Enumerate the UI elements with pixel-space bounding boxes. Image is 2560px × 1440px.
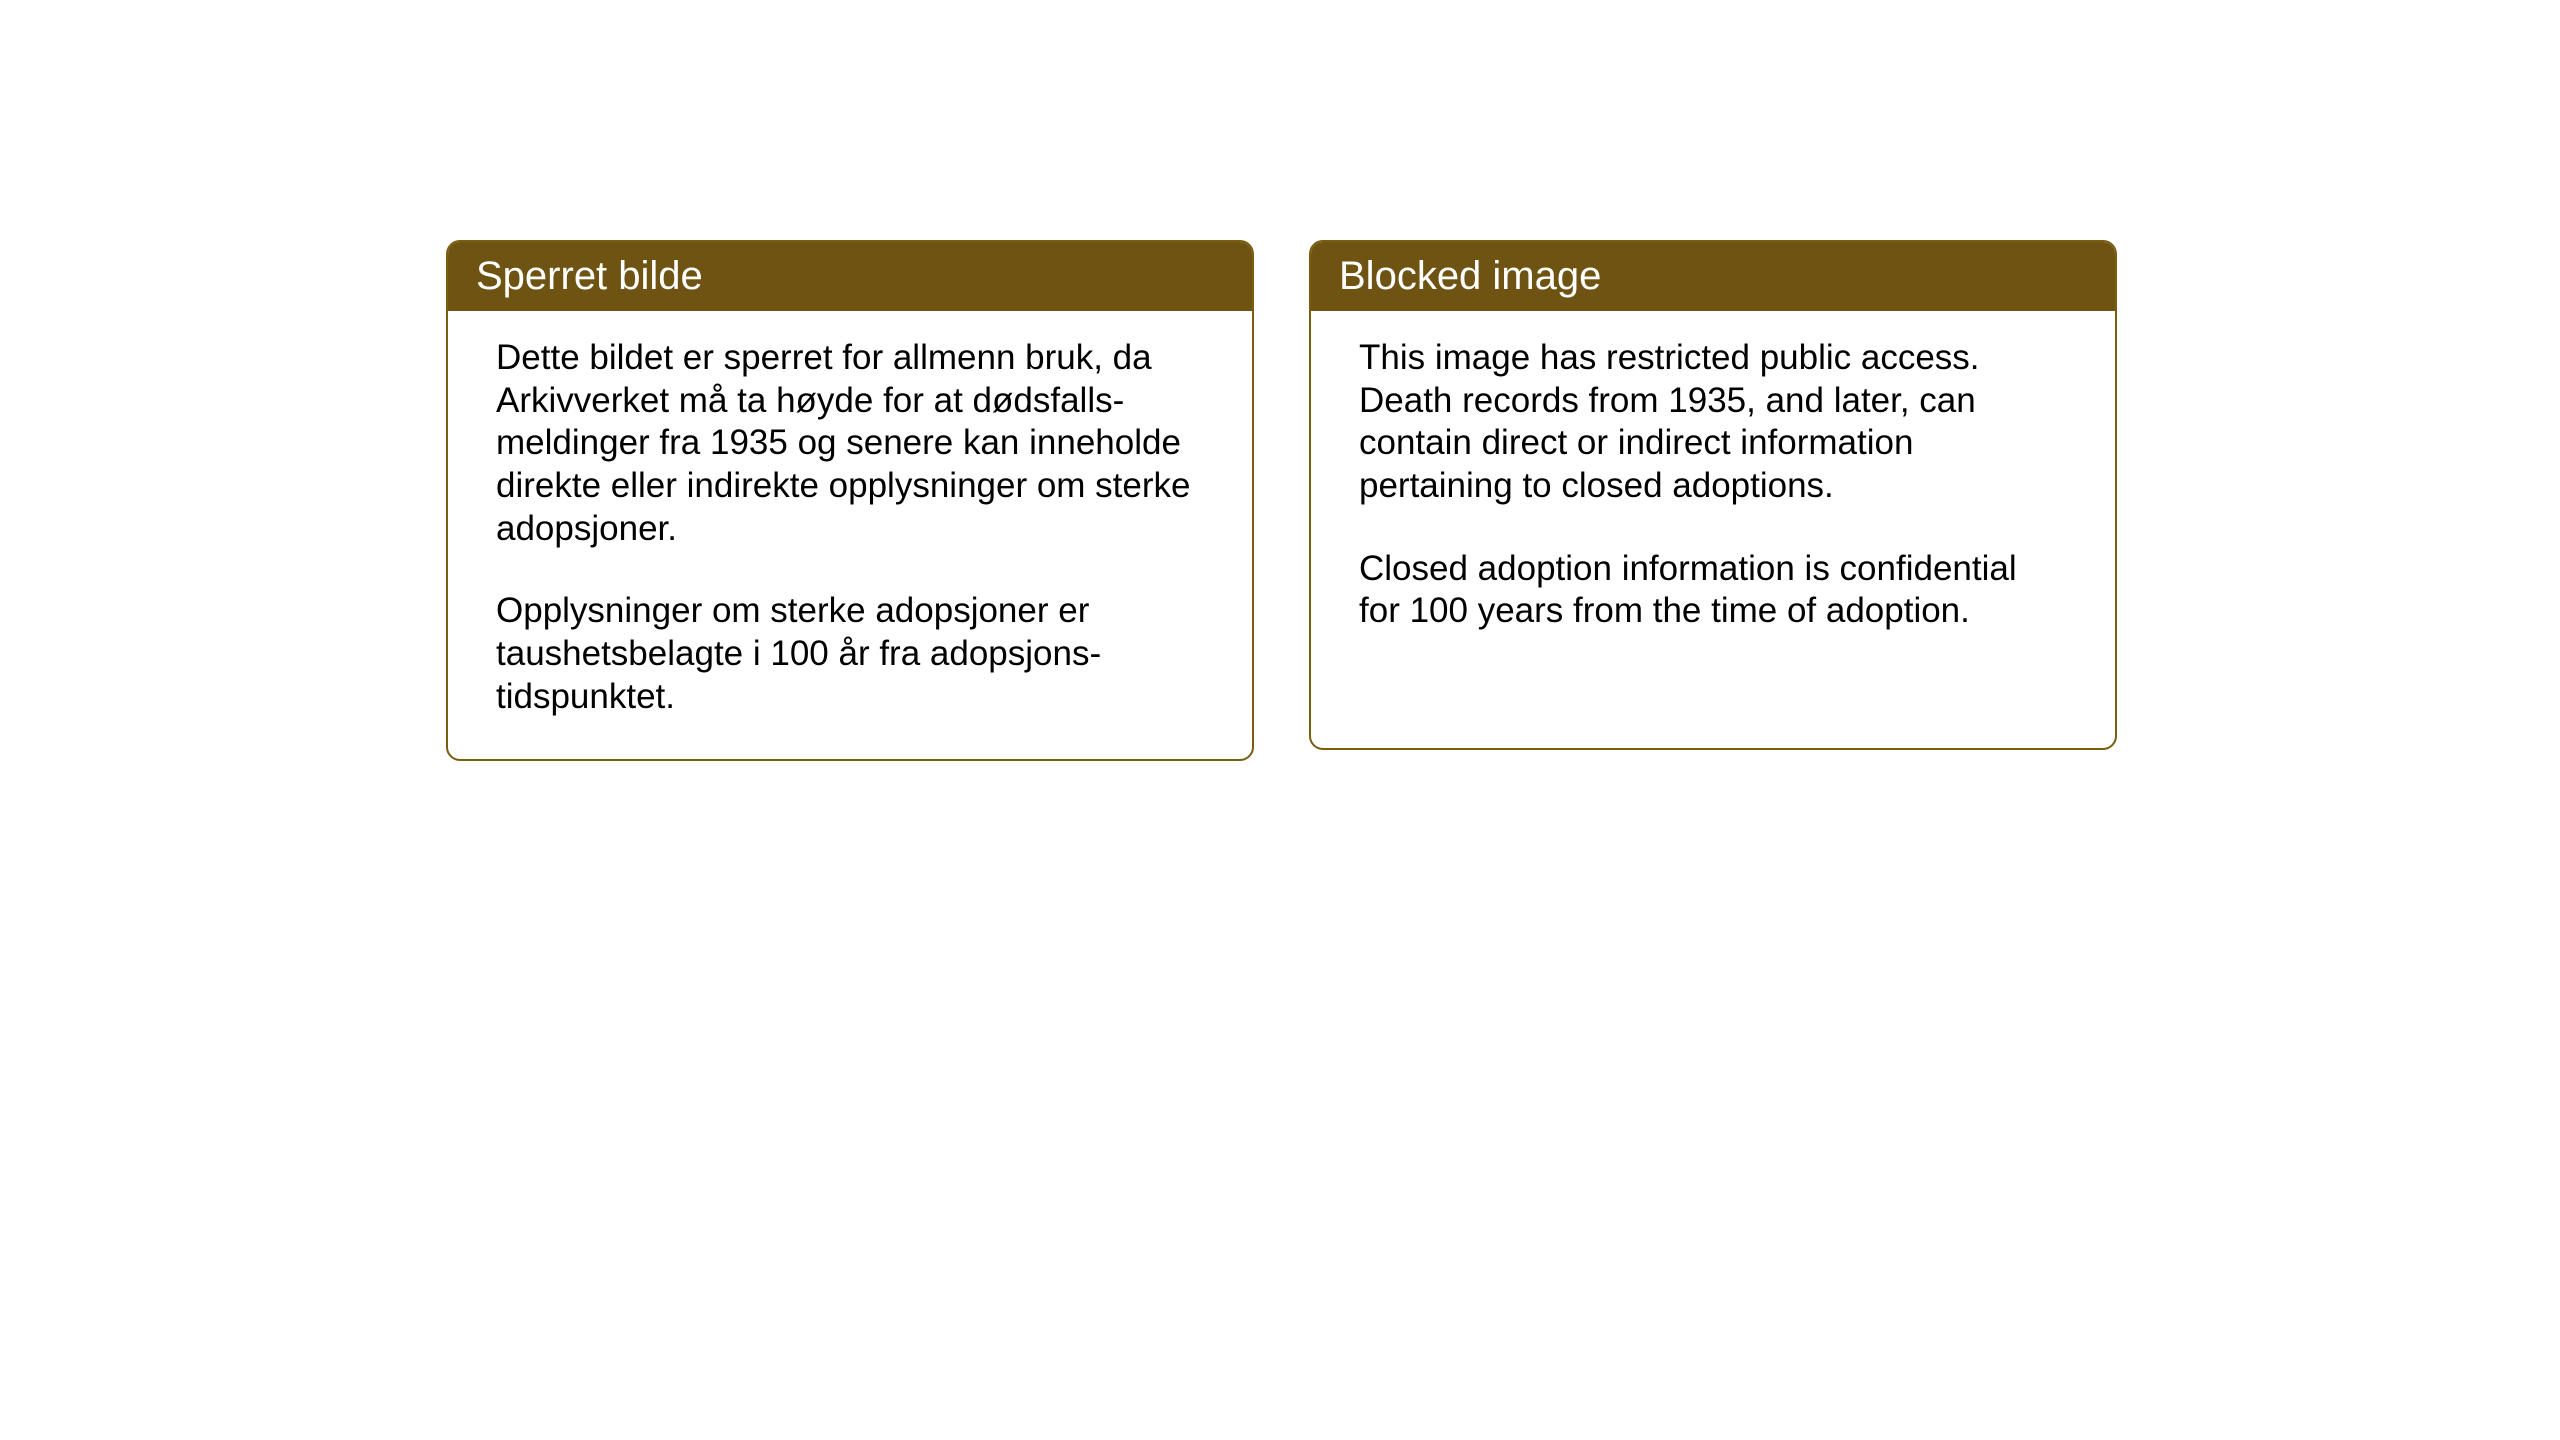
- card-title-norwegian: Sperret bilde: [476, 254, 703, 298]
- card-paragraph-2-norwegian: Opplysninger om sterke adopsjoner er tau…: [496, 590, 1204, 718]
- card-header-norwegian: Sperret bilde: [448, 242, 1252, 311]
- card-body-english: This image has restricted public access.…: [1311, 311, 2115, 673]
- notice-card-english: Blocked image This image has restricted …: [1309, 240, 2117, 750]
- card-title-english: Blocked image: [1339, 254, 1601, 298]
- notice-card-norwegian: Sperret bilde Dette bildet er sperret fo…: [446, 240, 1254, 761]
- card-header-english: Blocked image: [1311, 242, 2115, 311]
- card-paragraph-1-english: This image has restricted public access.…: [1359, 337, 2067, 508]
- card-paragraph-1-norwegian: Dette bildet er sperret for allmenn bruk…: [496, 337, 1204, 550]
- card-paragraph-2-english: Closed adoption information is confident…: [1359, 548, 2067, 633]
- notice-cards-container: Sperret bilde Dette bildet er sperret fo…: [446, 240, 2117, 761]
- card-body-norwegian: Dette bildet er sperret for allmenn bruk…: [448, 311, 1252, 759]
